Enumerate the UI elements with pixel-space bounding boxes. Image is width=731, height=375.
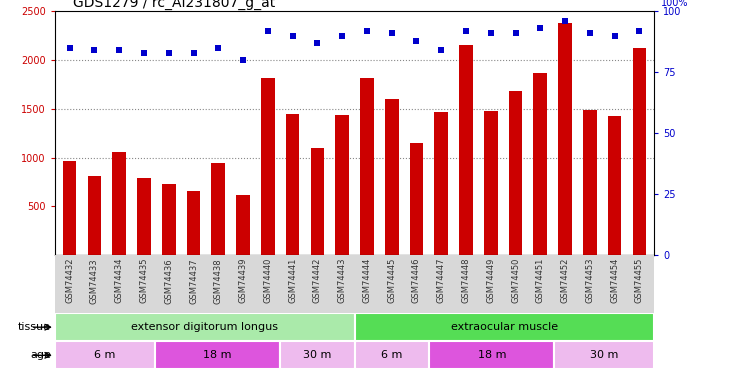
Text: extensor digitorum longus: extensor digitorum longus bbox=[131, 322, 279, 332]
Text: GSM74439: GSM74439 bbox=[238, 258, 248, 303]
Text: GSM74440: GSM74440 bbox=[263, 258, 273, 303]
Text: GSM74455: GSM74455 bbox=[635, 258, 644, 303]
Bar bbox=[186, 190, 200, 255]
Text: GSM74449: GSM74449 bbox=[486, 258, 496, 303]
Text: GSM74432: GSM74432 bbox=[65, 258, 74, 303]
Text: 6 m: 6 m bbox=[94, 350, 115, 360]
Text: GSM74450: GSM74450 bbox=[511, 258, 520, 303]
Point bbox=[386, 30, 398, 36]
Text: GSM74442: GSM74442 bbox=[313, 258, 322, 303]
Bar bbox=[632, 48, 646, 255]
Bar bbox=[261, 78, 275, 255]
Point bbox=[510, 30, 521, 36]
Text: tissue: tissue bbox=[18, 322, 51, 332]
Point bbox=[64, 45, 75, 51]
Point bbox=[311, 40, 323, 46]
Text: GSM74435: GSM74435 bbox=[140, 258, 148, 303]
Bar bbox=[155, 341, 279, 369]
Point bbox=[226, 311, 238, 317]
Text: extraocular muscle: extraocular muscle bbox=[451, 322, 558, 332]
Point bbox=[460, 28, 471, 34]
Bar bbox=[355, 341, 429, 369]
Point bbox=[188, 50, 200, 56]
Text: 30 m: 30 m bbox=[303, 350, 331, 360]
Bar bbox=[385, 99, 398, 255]
Text: GSM74437: GSM74437 bbox=[189, 258, 198, 303]
Text: 100%: 100% bbox=[661, 0, 689, 9]
Bar bbox=[459, 45, 473, 255]
Point bbox=[262, 28, 273, 34]
Bar bbox=[162, 184, 175, 255]
Point bbox=[584, 30, 596, 36]
Text: 18 m: 18 m bbox=[203, 350, 232, 360]
Bar bbox=[55, 341, 155, 369]
Point bbox=[336, 33, 348, 39]
Text: 6 m: 6 m bbox=[382, 350, 403, 360]
Bar bbox=[286, 114, 300, 255]
Text: GDS1279 / rc_AI231807_g_at: GDS1279 / rc_AI231807_g_at bbox=[73, 0, 275, 10]
Bar bbox=[113, 152, 126, 255]
Bar bbox=[554, 341, 654, 369]
Text: GSM74453: GSM74453 bbox=[586, 258, 594, 303]
Point bbox=[113, 47, 125, 53]
Text: GSM74433: GSM74433 bbox=[90, 258, 99, 303]
Point bbox=[213, 45, 224, 51]
Bar bbox=[558, 23, 572, 255]
Bar bbox=[583, 110, 596, 255]
Text: GSM74436: GSM74436 bbox=[164, 258, 173, 303]
Bar bbox=[137, 178, 151, 255]
Point bbox=[238, 57, 249, 63]
Bar bbox=[279, 341, 355, 369]
Text: 30 m: 30 m bbox=[590, 350, 618, 360]
Bar bbox=[55, 313, 355, 341]
Point bbox=[485, 30, 496, 36]
Bar bbox=[607, 116, 621, 255]
Text: GSM74452: GSM74452 bbox=[561, 258, 569, 303]
Bar bbox=[336, 115, 349, 255]
Text: GSM74441: GSM74441 bbox=[288, 258, 297, 303]
Text: GSM74445: GSM74445 bbox=[387, 258, 396, 303]
Text: GSM74448: GSM74448 bbox=[461, 258, 471, 303]
Bar bbox=[409, 143, 423, 255]
Point bbox=[436, 47, 447, 53]
Point bbox=[634, 28, 645, 34]
Text: GSM74443: GSM74443 bbox=[338, 258, 346, 303]
Text: GSM74438: GSM74438 bbox=[213, 258, 223, 303]
Point bbox=[411, 38, 423, 44]
Point bbox=[559, 18, 571, 24]
Bar bbox=[484, 111, 498, 255]
Bar bbox=[434, 112, 448, 255]
Text: GSM74447: GSM74447 bbox=[436, 258, 446, 303]
Point bbox=[163, 50, 175, 56]
Bar bbox=[311, 148, 324, 255]
Point bbox=[361, 28, 373, 34]
Bar bbox=[360, 78, 374, 255]
Bar bbox=[88, 176, 102, 255]
Bar bbox=[509, 91, 523, 255]
Point bbox=[609, 33, 621, 39]
Text: GSM74451: GSM74451 bbox=[536, 258, 545, 303]
Text: GSM74444: GSM74444 bbox=[363, 258, 371, 303]
Text: GSM74454: GSM74454 bbox=[610, 258, 619, 303]
Bar bbox=[63, 161, 77, 255]
Point bbox=[88, 47, 100, 53]
Point bbox=[138, 50, 150, 56]
Point bbox=[287, 33, 298, 39]
Text: GSM74434: GSM74434 bbox=[115, 258, 124, 303]
Text: GSM74446: GSM74446 bbox=[412, 258, 421, 303]
Text: age: age bbox=[30, 350, 51, 360]
Bar bbox=[429, 341, 554, 369]
Bar bbox=[211, 164, 225, 255]
Text: 18 m: 18 m bbox=[477, 350, 506, 360]
Bar bbox=[534, 73, 547, 255]
Point bbox=[226, 86, 238, 92]
Point bbox=[534, 26, 546, 32]
Bar bbox=[236, 195, 250, 255]
Bar bbox=[355, 313, 654, 341]
